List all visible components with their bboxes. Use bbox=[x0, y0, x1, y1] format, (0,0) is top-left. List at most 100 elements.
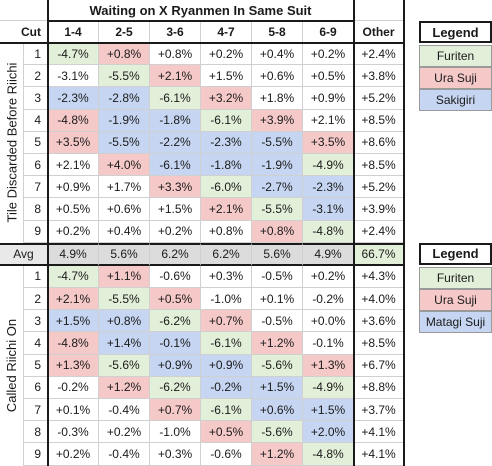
column-header: 1-4 bbox=[48, 21, 99, 43]
table-cell: -0.5% bbox=[252, 310, 303, 333]
cut-number: 2 bbox=[24, 65, 48, 88]
table-cell: +3.3% bbox=[150, 176, 201, 199]
legend-item: Ura Suji bbox=[419, 67, 492, 89]
table-cell: -5.5% bbox=[99, 288, 150, 311]
table-cell: -6.1% bbox=[201, 332, 252, 355]
cut-number: 3 bbox=[24, 87, 48, 110]
other-cell: +8.5% bbox=[354, 109, 404, 132]
table-cell: +0.8% bbox=[252, 220, 303, 243]
title-corner-right bbox=[354, 0, 404, 21]
avg-cell: 4.9% bbox=[303, 242, 354, 266]
table-cell: +0.3% bbox=[150, 443, 201, 466]
table-cell: -0.6% bbox=[201, 443, 252, 466]
section1-side-label: Tile Discarded Before Riichi bbox=[0, 43, 24, 243]
table-cell: -5.5% bbox=[99, 131, 150, 154]
table-cell: -4.8% bbox=[303, 443, 354, 466]
table-cell: +3.5% bbox=[303, 131, 354, 154]
table-cell: -1.0% bbox=[201, 288, 252, 311]
table-cell: +2.1% bbox=[201, 198, 252, 221]
table-cell: -4.9% bbox=[303, 154, 354, 177]
table-cell: -0.2% bbox=[303, 288, 354, 311]
table-cell: +0.2% bbox=[201, 43, 252, 66]
table-cell: -6.1% bbox=[150, 154, 201, 177]
side-label-text: Called Riichi On bbox=[4, 319, 20, 413]
table-cell: +2.1% bbox=[303, 109, 354, 132]
other-cell: +5.2% bbox=[354, 176, 404, 199]
avg-cell: 4.9% bbox=[48, 242, 99, 266]
other-cell: +8.8% bbox=[354, 376, 404, 399]
column-header: 4-7 bbox=[201, 21, 252, 43]
table-cell: -2.2% bbox=[150, 131, 201, 154]
table-cell: -0.1% bbox=[303, 332, 354, 355]
other-cell: +2.4% bbox=[354, 43, 404, 66]
table-cell: +1.2% bbox=[252, 332, 303, 355]
column-header: 6-9 bbox=[303, 21, 354, 43]
cut-number: 2 bbox=[24, 288, 48, 311]
table-cell: +0.4% bbox=[99, 220, 150, 243]
legend-item: Ura Suji bbox=[419, 288, 492, 311]
avg-label: Avg bbox=[0, 242, 48, 266]
cut-number: 7 bbox=[24, 399, 48, 422]
table-cell: +1.7% bbox=[99, 176, 150, 199]
table-cell: +2.1% bbox=[48, 154, 99, 177]
table-cell: +0.2% bbox=[48, 443, 99, 466]
column-header: 5-8 bbox=[252, 21, 303, 43]
table-title: Waiting on X Ryanmen In Same Suit bbox=[48, 0, 354, 21]
column-header: 2-5 bbox=[99, 21, 150, 43]
legend-item: Matagi Suji bbox=[419, 310, 492, 333]
cut-header: Cut bbox=[0, 21, 48, 43]
other-cell: +4.1% bbox=[354, 421, 404, 444]
table-cell: +0.5% bbox=[150, 288, 201, 311]
table-cell: -2.3% bbox=[48, 87, 99, 110]
table-cell: -6.1% bbox=[201, 109, 252, 132]
cut-number: 5 bbox=[24, 354, 48, 377]
divider-other bbox=[353, 0, 355, 466]
table-cell: +0.3% bbox=[201, 265, 252, 288]
avg-cell: 5.6% bbox=[99, 242, 150, 266]
title-corner bbox=[0, 0, 48, 21]
other-cell: +8.6% bbox=[354, 131, 404, 154]
table-cell: -0.2% bbox=[201, 376, 252, 399]
avg-cell: 6.2% bbox=[201, 242, 252, 266]
table-cell: -5.5% bbox=[252, 198, 303, 221]
table-cell: -4.7% bbox=[48, 265, 99, 288]
legend-item: Furiten bbox=[419, 266, 492, 289]
table-cell: -5.6% bbox=[252, 421, 303, 444]
avg-other-cell: 66.7% bbox=[354, 242, 404, 266]
table-cell: +1.8% bbox=[252, 87, 303, 110]
cut-number: 4 bbox=[24, 332, 48, 355]
table-cell: -2.3% bbox=[303, 176, 354, 199]
table-cell: -2.3% bbox=[201, 131, 252, 154]
table-cell: -1.8% bbox=[201, 154, 252, 177]
legend-item: Furiten bbox=[419, 45, 492, 67]
table-cell: -5.5% bbox=[99, 65, 150, 88]
table-cell: -4.8% bbox=[48, 332, 99, 355]
cut-number: 3 bbox=[24, 310, 48, 333]
column-header: 3-6 bbox=[150, 21, 201, 43]
cut-number: 8 bbox=[24, 421, 48, 444]
table-cell: +0.4% bbox=[252, 43, 303, 66]
table-cell: -4.8% bbox=[303, 220, 354, 243]
table-cell: -2.7% bbox=[252, 176, 303, 199]
cut-number: 4 bbox=[24, 109, 48, 132]
table-cell: +0.1% bbox=[48, 399, 99, 422]
table-cell: -4.7% bbox=[48, 43, 99, 66]
table-cell: -1.8% bbox=[150, 109, 201, 132]
table-cell: -0.4% bbox=[99, 443, 150, 466]
table-cell: +1.5% bbox=[252, 376, 303, 399]
table-cell: +1.5% bbox=[201, 65, 252, 88]
table-cell: +0.8% bbox=[201, 220, 252, 243]
table-cell: +0.6% bbox=[252, 399, 303, 422]
table-cell: +0.9% bbox=[303, 87, 354, 110]
cut-number: 8 bbox=[24, 198, 48, 221]
table-cell: -1.9% bbox=[99, 109, 150, 132]
table-cell: +0.2% bbox=[150, 220, 201, 243]
other-cell: +6.7% bbox=[354, 354, 404, 377]
cut-number: 9 bbox=[24, 220, 48, 243]
table-cell: -3.1% bbox=[303, 198, 354, 221]
table-cell: -0.3% bbox=[48, 421, 99, 444]
other-cell: +5.2% bbox=[354, 87, 404, 110]
table-cell: +1.3% bbox=[303, 354, 354, 377]
table-cell: -0.4% bbox=[99, 399, 150, 422]
table-cell: +0.5% bbox=[303, 65, 354, 88]
